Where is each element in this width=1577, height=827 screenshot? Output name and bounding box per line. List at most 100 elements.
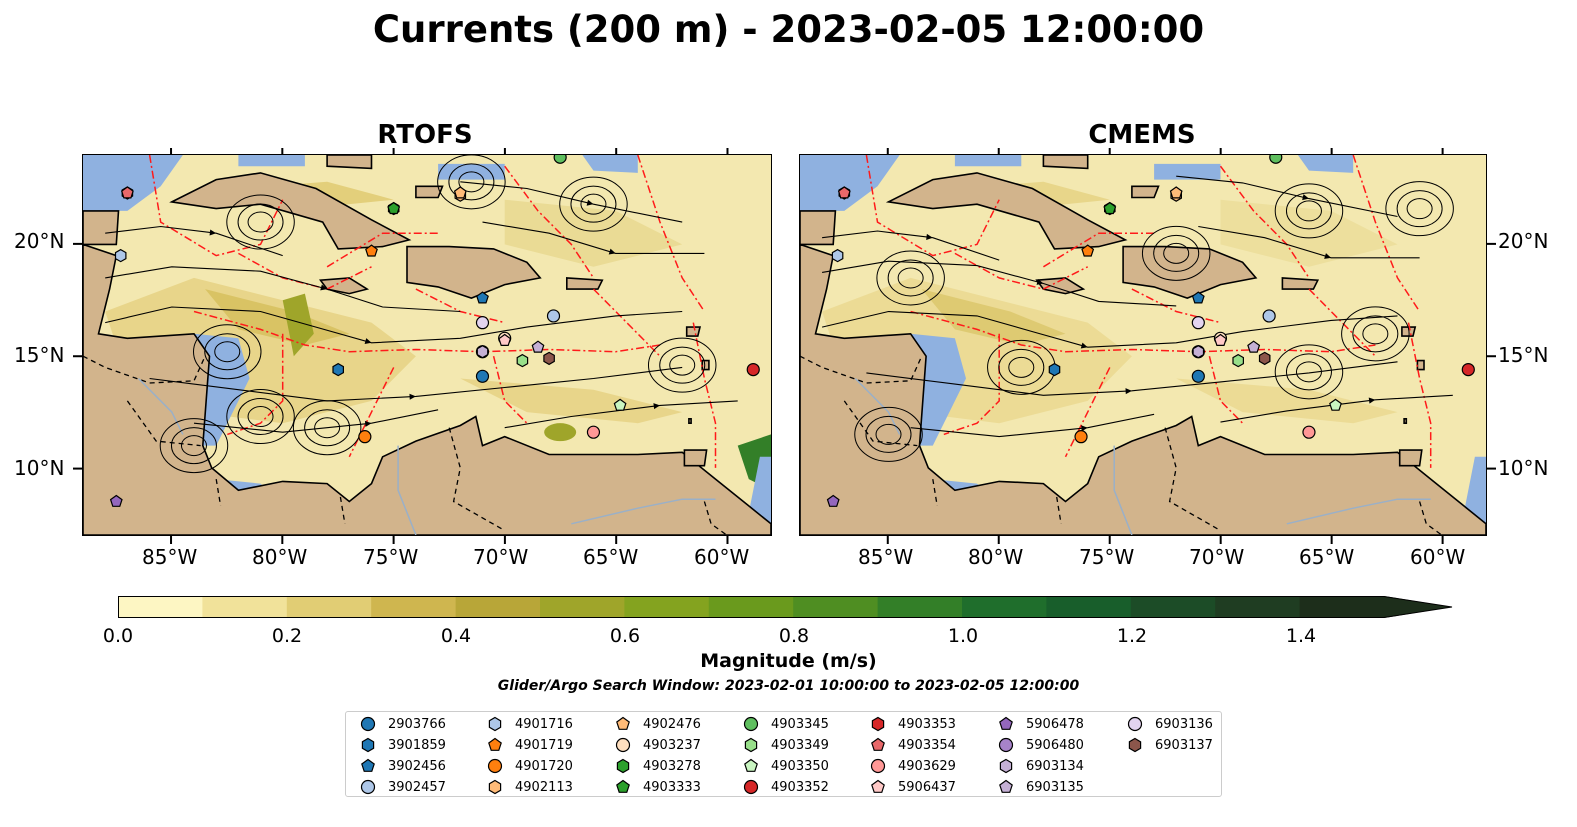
legend-marker-6903135 [1000,781,1012,793]
legend-label: 4901716 [515,717,573,732]
float-marker-4901716 [832,250,842,262]
colorbar-segment [962,596,1047,618]
float-marker-6903134 [477,346,487,358]
colorbar-segment [118,596,203,618]
legend-item: 6903136 [1127,714,1213,734]
float-marker-2903766 [1192,370,1204,382]
lon-tick-label: 60°W [694,545,749,569]
legend-marker-4903345 [745,718,758,731]
legend-marker-3902457 [362,781,375,794]
float-marker-4901720 [359,431,371,443]
float-marker-2903766 [476,370,488,382]
colorbar-segment [540,596,625,618]
lon-tick-label: 80°W [968,545,1023,569]
legend-marker-2903766 [362,718,375,731]
colorbar-tick-label: 1.0 [948,625,978,647]
legend-marker-4903333 [617,781,629,793]
colorbar-segment [1131,596,1216,618]
legend-label: 5906437 [898,780,956,795]
eddy-streamline [1407,199,1432,219]
legend-marker-4903352 [745,781,758,794]
lon-tick-label: 70°W [1189,545,1244,569]
float-marker-4903345 [1270,155,1282,163]
legend-label: 6903137 [1155,738,1213,753]
legend-label: 4903349 [771,738,829,753]
legend-item: 4903352 [743,777,829,797]
eddy-streamline [660,347,705,383]
figure-title: Currents (200 m) - 2023-02-05 12:00:00 [0,8,1577,51]
legend-label: 4903353 [898,717,956,732]
legend-label: 5906480 [1026,738,1084,753]
legend-item: 4902476 [615,714,701,734]
legend-item: 4903349 [743,735,829,755]
legend-item: 4903333 [615,777,701,797]
legend-marker-4903278 [617,760,628,773]
legend-label: 4903350 [771,759,829,774]
float-marker-4903349 [517,355,527,367]
eddy-streamline [1342,307,1410,361]
panel-title-rtofs: RTOFS [80,120,770,150]
legend-marker-6903137 [1129,739,1140,752]
legend-label: 4902476 [643,717,701,732]
current-streamline [105,227,283,256]
shallow-water [582,155,637,173]
legend-item: 4902113 [487,777,573,797]
float-marker-4902476 [455,187,466,198]
colorbar-segment [1215,596,1300,618]
colorbar-segment [1300,596,1385,618]
legend-marker-5906480 [1000,739,1013,752]
legend-marker-4901720 [489,760,502,773]
legend-label: 4903345 [771,717,829,732]
legend-marker-4901716 [489,718,500,731]
legend-marker-4903349 [745,739,756,752]
legend-marker-4903237 [617,739,630,752]
legend-item: 4903237 [615,735,701,755]
island [1123,247,1256,299]
island [567,278,603,289]
float-marker-6903135 [532,341,543,352]
legend-label: 4903278 [643,759,701,774]
legend-marker-4901719 [489,739,501,751]
colorbar-extend-arrow [1384,596,1452,618]
shallow-water [83,155,183,211]
island [1132,186,1159,197]
legend-item: 6903135 [998,777,1084,797]
streamline-arrow [409,394,415,400]
legend-label: 4903333 [643,780,701,795]
legend-item: 4903278 [615,756,701,776]
legend-label: 4901719 [515,738,573,753]
island [687,327,700,336]
legend-item: 4903353 [870,714,956,734]
legend-item: 2903766 [360,714,446,734]
colorbar-segment [202,596,287,618]
eddy-streamline [670,355,695,375]
colorbar-label: Magnitude (m/s) [0,650,1577,672]
eddy-streamline [1353,316,1398,352]
float-marker-4903345 [554,155,566,163]
float-marker-4901720 [1075,431,1087,443]
legend-item: 4901716 [487,714,573,734]
legend-label: 5906478 [1026,717,1084,732]
legend-label: 4902113 [515,780,573,795]
float-marker-4903629 [1303,426,1315,438]
legend-item: 3902457 [360,777,446,797]
legend-label: 6903134 [1026,759,1084,774]
legend-marker-3902456 [362,760,374,772]
streamline-arrow [1302,194,1309,200]
legend-item: 4901720 [487,756,573,776]
float-marker-4903629 [587,426,599,438]
float-marker-6903134 [1193,346,1203,358]
legend-item: 5906478 [998,714,1084,734]
eddy-streamline [1363,324,1388,344]
island [83,211,119,245]
legend-item: 3901859 [360,735,446,755]
panel-title-cmems: CMEMS [797,120,1487,150]
legend-label: 6903135 [1026,780,1084,795]
eez-boundary [1409,323,1431,468]
legend-marker-5906478 [1000,718,1012,730]
legend-marker-4902476 [617,718,629,730]
eddy-streamline [1286,354,1331,390]
lat-tick-label: 20°N [14,229,64,253]
legend-label: 4901720 [515,759,573,774]
float-marker-3902457 [548,310,560,322]
